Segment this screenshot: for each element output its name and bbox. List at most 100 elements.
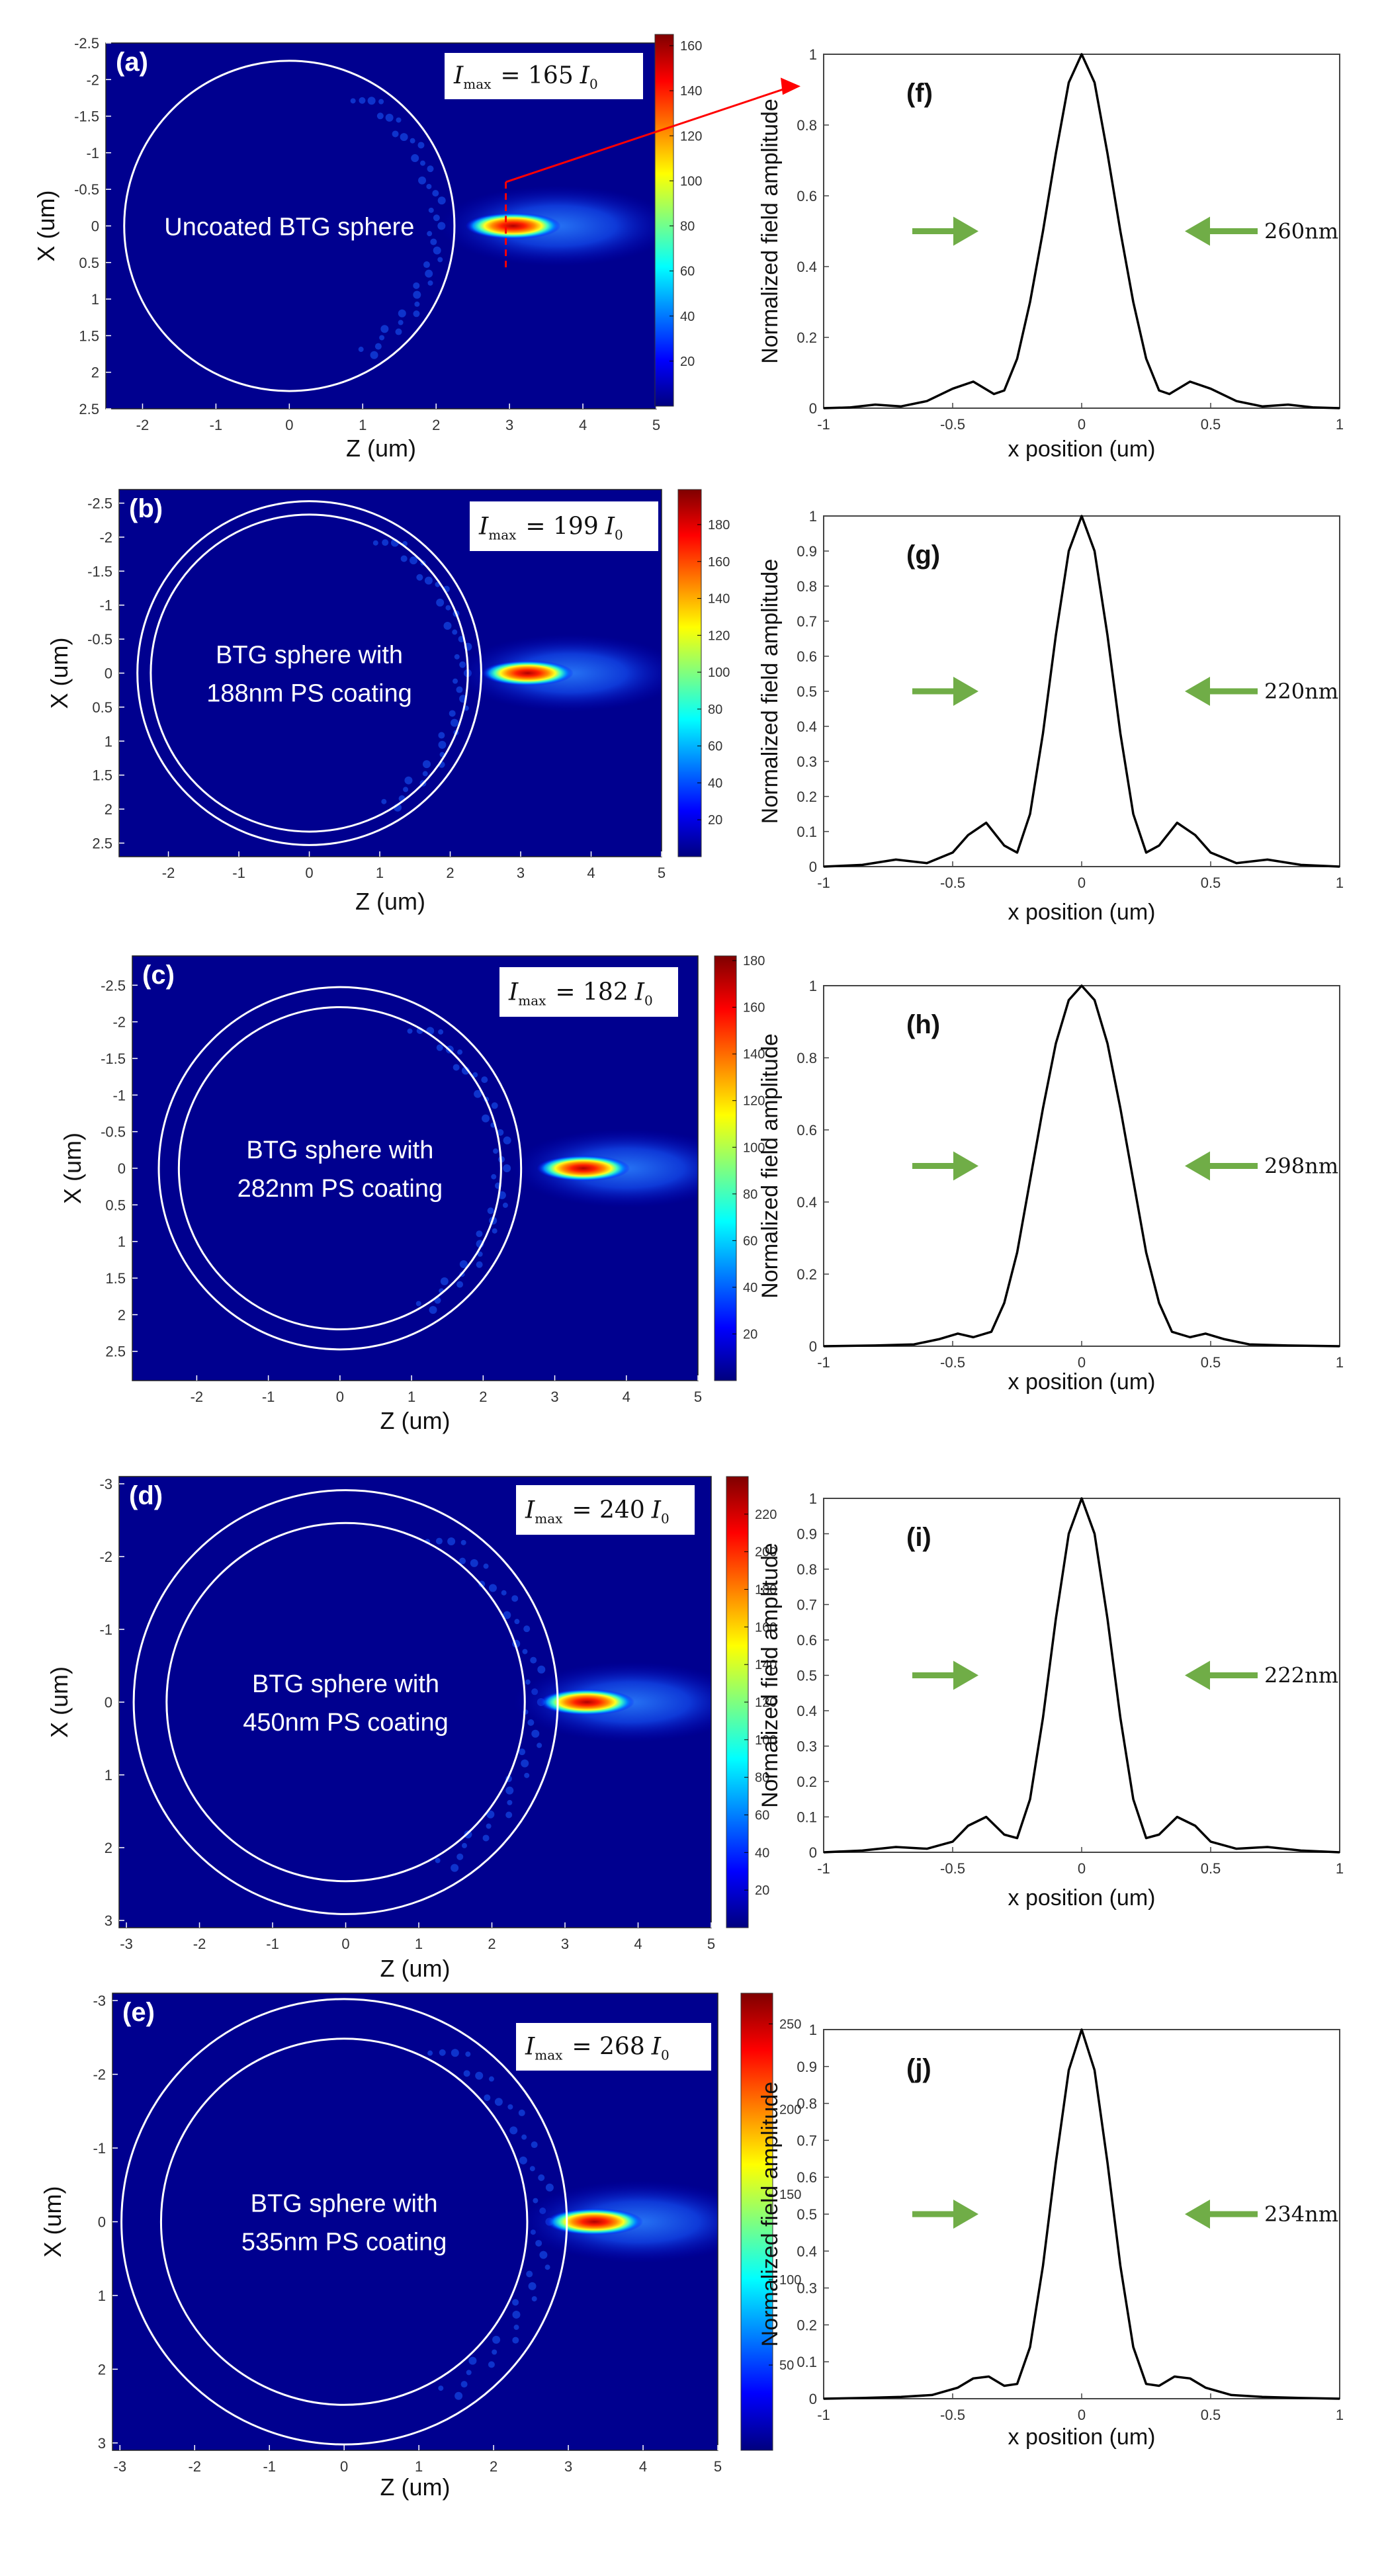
fwhm-arrowhead-left — [953, 677, 978, 706]
speckle — [437, 196, 446, 205]
x-tick-label: 3 — [505, 417, 513, 433]
x-tick-label: 0 — [305, 865, 313, 881]
x-tick-label: 1 — [1336, 1354, 1344, 1371]
speckle — [427, 280, 433, 286]
fwhm-arrowhead-right — [1185, 216, 1210, 246]
imax-number: = 165 — [500, 62, 573, 89]
x-tick-label: 4 — [634, 1936, 642, 1952]
colorbar — [677, 489, 702, 857]
x-tick-label: -2 — [188, 2458, 201, 2475]
y-tick-label: 2 — [105, 801, 112, 818]
colorbar-tick-label: 60 — [680, 265, 695, 279]
speckle — [483, 1563, 489, 1569]
imax-box — [516, 2023, 711, 2071]
speckle — [461, 1842, 467, 1848]
y-tick-label: 0.8 — [797, 578, 817, 595]
y-tick-label: 0 — [118, 1160, 126, 1177]
y-tick-label: 0 — [809, 1338, 817, 1355]
y-tick-label: 1 — [118, 1234, 126, 1250]
y-tick-label: 0.2 — [797, 1266, 817, 1283]
focus-spot — [546, 2208, 644, 2235]
x-tick-label: -1 — [232, 865, 245, 881]
speckle — [370, 351, 378, 359]
x-tick-label: -2 — [162, 865, 175, 881]
colorbar-tick-label: 200 — [755, 1545, 777, 1560]
x-tick-label: 0 — [1078, 1860, 1086, 1877]
colorbar-tick-label: 160 — [680, 39, 702, 54]
speckle — [488, 2361, 495, 2368]
speckle — [472, 1072, 478, 1078]
panel-label: (g) — [906, 540, 940, 570]
heatmap-panel-e: -3 -2 -1 0 1 2 3 4 5 -3 -2 -1 0 1 2 3 (e) BTG sphere with… — [39, 1993, 801, 2501]
fwhm-label: 220nm — [1264, 679, 1338, 704]
x-tick-label: 1 — [1336, 2407, 1344, 2423]
y-tick-label: -2.5 — [101, 977, 126, 994]
speckle — [414, 301, 420, 307]
speckle — [468, 2356, 477, 2365]
y-tick-label: -2 — [99, 1549, 112, 1565]
speckle — [378, 99, 384, 105]
panel-label: (b) — [129, 494, 163, 523]
x-tick-label: 3 — [517, 865, 525, 881]
y-tick-label: -1.5 — [87, 563, 112, 580]
panel-label: (d) — [129, 1481, 163, 1510]
y-tick-label: 3 — [98, 2435, 106, 2452]
speckle — [374, 343, 382, 350]
speckle — [522, 1649, 528, 1654]
speckle — [494, 2098, 503, 2106]
y-axis-label: Normalized field amplitude — [757, 1543, 783, 1808]
speckle — [513, 2325, 519, 2331]
speckle — [481, 1076, 488, 1084]
speckle — [380, 325, 389, 333]
imax-box — [470, 501, 658, 551]
speckle — [456, 686, 463, 693]
speckle — [476, 1230, 483, 1238]
y-tick-label: 2.5 — [92, 835, 112, 851]
x-tick-label: -0.5 — [940, 1860, 965, 1877]
speckle — [507, 2104, 513, 2110]
speckle — [463, 2070, 470, 2077]
y-tick-label: 0.1 — [797, 1809, 817, 1826]
speckle — [531, 2141, 538, 2149]
speckle — [447, 1537, 456, 1546]
speckle — [379, 335, 385, 341]
y-tick-label: 0 — [98, 2214, 106, 2231]
y-tick-label: 0.8 — [797, 117, 817, 134]
x-axis-label: x position (um) — [1008, 900, 1156, 925]
y-tick-label: 0.1 — [797, 824, 817, 840]
speckle — [407, 1028, 413, 1034]
heatmap-panel-c: -2 -1 0 1 2 3 4 5 -2.5 -2 -1.5 -1 -0.5 0 0.5 1 1.5 2 2.5 (c… — [59, 954, 765, 1434]
speckle — [423, 261, 430, 269]
speckle — [465, 2051, 471, 2057]
imax-symbol: I — [453, 62, 464, 89]
y-tick-label: 0.8 — [797, 1561, 817, 1578]
profile-curve — [823, 515, 1340, 868]
x-tick-label: -1 — [817, 2407, 830, 2423]
speckle — [488, 2076, 494, 2082]
y-tick-label: 0.4 — [797, 259, 817, 275]
speckle — [512, 2310, 521, 2319]
y-axis-label: X (um) — [46, 638, 73, 709]
x-tick-label: 0.5 — [1201, 2407, 1221, 2423]
panel-label: (i) — [906, 1523, 931, 1552]
colorbar-tick-label: 20 — [708, 813, 722, 828]
y-tick-label: 0.4 — [797, 1194, 817, 1211]
speckle — [505, 1786, 514, 1795]
colorbar-tick-label: 140 — [755, 1658, 777, 1672]
speckle — [538, 2174, 545, 2181]
speckle — [531, 1729, 540, 1738]
imax-number: = 240 — [572, 1497, 644, 1524]
sphere-outline — [159, 2038, 529, 2406]
x-tick-label: 0.5 — [1201, 1860, 1221, 1877]
imax-number: = 199 — [525, 513, 598, 540]
y-tick-label: 1 — [809, 978, 817, 994]
speckle — [438, 1029, 444, 1035]
x-tick-label: -1 — [210, 417, 223, 433]
speckle — [427, 2050, 433, 2056]
field-content — [123, 60, 656, 392]
y-tick-label: 0.3 — [797, 1739, 817, 1755]
colorbar-tick-label: 150 — [779, 2188, 801, 2202]
y-tick-label: -2.5 — [74, 35, 99, 52]
y-axis-label: Normalized field amplitude — [757, 1033, 783, 1299]
